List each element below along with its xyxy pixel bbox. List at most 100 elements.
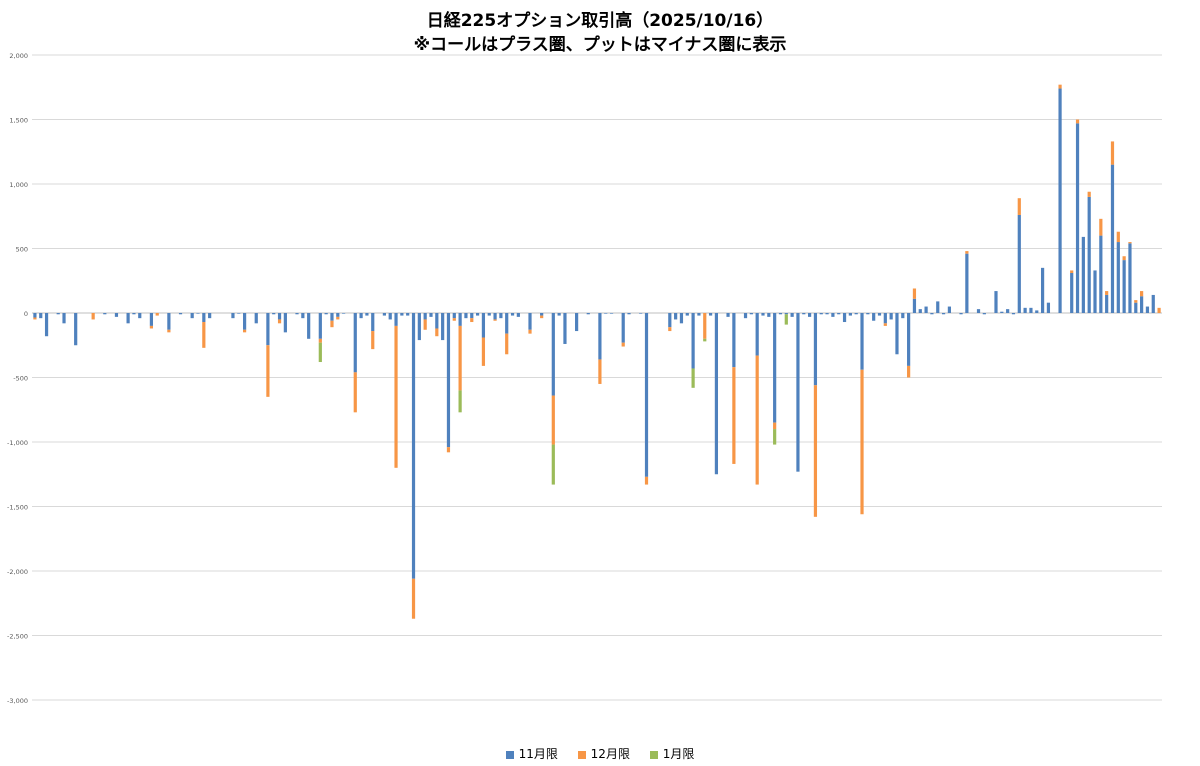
bar-segment [604,313,608,314]
bar-segment [965,251,969,254]
bar-segment [1157,307,1161,313]
bar-segment [1145,306,1150,313]
bar-segment [318,342,322,363]
bar-segment [767,313,771,317]
bar-segment [784,314,788,325]
bar-segment [1087,191,1091,197]
bar-segment [551,313,555,396]
bar-segment [318,338,322,343]
bar-segment [528,313,532,330]
bar-segment [912,288,917,299]
y-tick-label: 0 [24,310,28,318]
legend-swatch-dec [577,750,586,759]
bar-segment [732,313,736,368]
bar-segment [1070,270,1074,274]
bar-segment [540,315,544,319]
bar-segment [371,331,375,350]
bar-segment [446,447,451,453]
bar-segment [813,313,818,386]
bar-segment [178,313,183,315]
bar-segment [778,313,783,315]
bar-segment [773,429,777,445]
bar-segment [505,313,509,334]
bar-segment [1058,88,1062,313]
bar-segment [394,313,398,326]
bar-segment [1140,291,1144,297]
chart-subtitle: ※コールはプラス圏、プットはマイナス圏に表示 [413,35,787,55]
bar-segment [114,313,119,317]
bar-segment [91,313,95,320]
legend-item-nov: 11月限 [505,745,558,762]
bar-segment [703,313,707,339]
legend: 11月限 12月限 1月限 [0,745,1200,762]
legend-item-jan: 1月限 [649,745,694,762]
bar-segment [481,313,486,338]
bar-segment [761,313,765,316]
bar-segment [353,313,357,373]
bar-segment [499,313,503,319]
bar-segment [1134,302,1138,313]
bar-segment [470,313,474,319]
bar-segment [33,317,37,320]
bar-segment [423,319,427,330]
bar-segment [1075,123,1080,314]
bar-segment [668,327,672,332]
bar-segment [132,313,136,315]
bar-segment [575,313,579,332]
y-tick-label: -2,500 [7,633,28,641]
bar-segment [557,313,561,316]
bar-segment [708,313,713,316]
bar-segment [493,319,497,321]
bar-segment [324,313,328,315]
bar-segment [563,313,567,344]
bar-segment [639,313,643,314]
bar-segment [1070,273,1074,313]
bar-segment [411,313,416,579]
bar-segment [452,318,456,321]
y-tick-label: 1,000 [9,181,28,189]
bar-segment [155,313,159,316]
bar-segment [598,359,602,384]
y-tick-label: 1,500 [9,117,28,125]
bar-segment [342,313,346,314]
bar-segment [813,385,818,517]
bar-segment [842,313,847,323]
y-tick-label: -1,500 [7,504,28,512]
bar-segment [872,313,876,321]
bar-segment [138,313,142,319]
bar-segment [149,313,154,326]
bar-segment [1099,235,1103,313]
bar-segment [912,298,917,313]
bar-segment [802,313,806,315]
bar-segment [528,329,532,334]
y-tick-label: -1,000 [7,439,28,447]
bar-segment [1093,270,1097,313]
bar-segment [825,313,829,315]
bar-segment [907,365,911,378]
bar-segment [277,313,282,320]
bar-segment [1099,218,1103,236]
bar-segment [237,313,241,314]
bar-segment [283,313,287,333]
bar-segment [441,313,445,341]
bar-segment [941,313,946,315]
bar-segment [796,313,800,472]
bar-segment [516,313,520,317]
bar-segment [1029,307,1033,313]
bar-segment [773,313,777,423]
bar-segment [1122,256,1126,261]
bar-segment [621,313,625,343]
bar-segment [1046,302,1051,313]
bar-segment [446,313,451,448]
bar-segment [1105,294,1109,313]
bar-segment [1128,243,1132,313]
bar-segment [714,313,719,475]
bar-segment [784,313,788,315]
bar-segment [56,313,60,315]
bar-segment [691,313,695,369]
bar-segment [411,578,416,619]
bar-segment [208,313,212,319]
bar-segment [382,313,386,316]
bar-segment [1110,164,1115,313]
